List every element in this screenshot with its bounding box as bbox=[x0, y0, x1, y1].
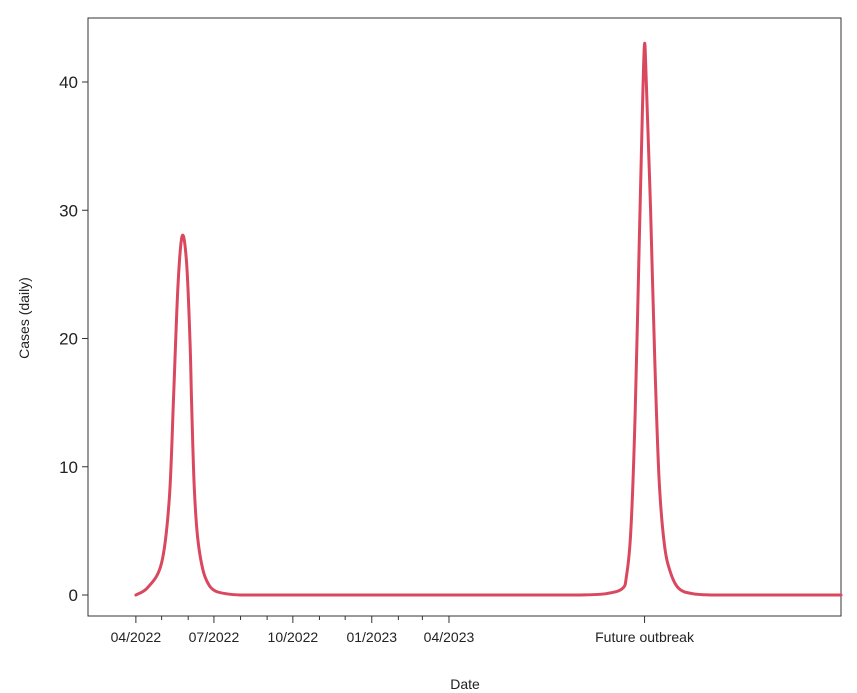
y-tick-label: 10 bbox=[59, 458, 78, 477]
x-axis: 04/2022 07/2022 10/2022 01/2023 04/2023 Futur… bbox=[111, 616, 695, 645]
x-axis-label: Date bbox=[450, 676, 480, 692]
y-axis: 0 10 20 30 40 bbox=[59, 73, 88, 605]
y-tick-label: 20 bbox=[59, 330, 78, 349]
y-axis-label: Cases (daily) bbox=[16, 277, 32, 359]
y-tick-label: 30 bbox=[59, 201, 78, 220]
y-tick-label: 0 bbox=[69, 586, 78, 605]
series-line bbox=[134, 41, 843, 597]
x-tick-label: 04/2022 bbox=[111, 629, 162, 645]
x-tick-label: Future outbreak bbox=[595, 629, 695, 645]
y-tick-label: 40 bbox=[59, 73, 78, 92]
x-tick-label: 07/2022 bbox=[189, 629, 240, 645]
x-tick-label: 10/2022 bbox=[268, 629, 319, 645]
x-tick-label: 01/2023 bbox=[346, 629, 397, 645]
x-tick-label: 04/2023 bbox=[424, 629, 475, 645]
plot-frame bbox=[87, 17, 842, 617]
